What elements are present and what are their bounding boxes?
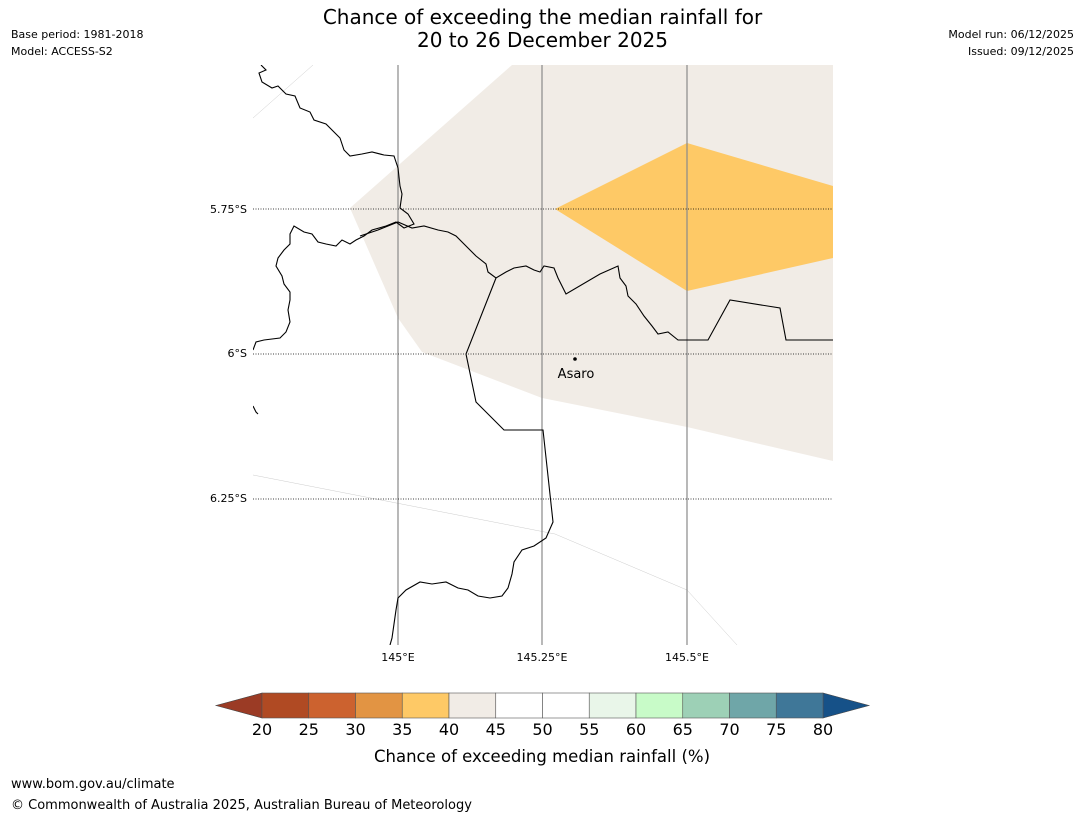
region-35-40 — [555, 143, 833, 291]
colorbar-tick-label: 20 — [252, 720, 272, 739]
model-run-text: Model run: 06/12/2025 — [948, 28, 1074, 41]
meta-right: Model run: 06/12/2025 Issued: 09/12/2025 — [948, 26, 1074, 60]
province-boundary-north — [253, 65, 415, 351]
colorbar-segment — [775, 692, 824, 719]
province-boundary-south — [389, 277, 554, 645]
colorbar-tick-label: 35 — [392, 720, 412, 739]
colorbar-tick-label: 60 — [626, 720, 646, 739]
colorbar-tick-label: 45 — [486, 720, 506, 739]
lat-label-6: 6°S — [228, 347, 247, 360]
model-text: Model: ACCESS-S2 — [11, 45, 113, 58]
colorbar-segment — [448, 692, 497, 719]
colorbar-tick-label: 40 — [439, 720, 459, 739]
colorbar-segment — [635, 692, 684, 719]
lon-label-145: 145°E — [381, 651, 414, 664]
footer-copyright: © Commonwealth of Australia 2025, Austra… — [11, 798, 472, 813]
colorbar-tick-label: 30 — [345, 720, 365, 739]
page-title: Chance of exceeding the median rainfall … — [0, 6, 1085, 52]
lat-label-6-25: 6.25°S — [210, 492, 247, 505]
map-area: Asaro — [253, 65, 833, 645]
colorbar-segment — [729, 692, 777, 719]
colorbar-tick-label: 50 — [532, 720, 552, 739]
footer: www.bom.gov.au/climate © Commonwealth of… — [11, 774, 472, 816]
colorbar-segment — [542, 692, 590, 719]
province-boundary-fragment — [253, 405, 259, 415]
colorbar-tick-label: 80 — [813, 720, 833, 739]
faint-boundary-line — [253, 474, 738, 645]
colorbar-tick-label: 25 — [299, 720, 319, 739]
colorbar-segment — [682, 692, 730, 719]
colorbar-segment — [401, 692, 450, 719]
meta-left: Base period: 1981-2018 Model: ACCESS-S2 — [11, 26, 143, 60]
colorbar-ticks: 20 25 30 35 40 45 50 55 60 65 70 75 80 — [252, 720, 833, 739]
colorbar-segment — [261, 692, 310, 719]
title-line-1: Chance of exceeding the median rainfall … — [322, 5, 763, 29]
colorbar-segment — [588, 692, 637, 719]
province-boundary-central — [359, 221, 833, 341]
colorbar-segment — [495, 692, 543, 719]
colorbar-tick-label: 70 — [719, 720, 739, 739]
asaro-label: Asaro — [558, 367, 595, 382]
colorbar-segment — [308, 692, 356, 719]
colorbar: 20 25 30 35 40 45 50 55 60 65 70 75 80 Chance of exc… — [214, 692, 871, 766]
asaro-marker — [573, 357, 577, 361]
lon-label-145-25: 145.25°E — [517, 651, 568, 664]
colorbar-tick-label: 55 — [579, 720, 599, 739]
issued-text: Issued: 09/12/2025 — [967, 45, 1074, 58]
colorbar-segment — [355, 692, 403, 719]
title-line-2: 20 to 26 December 2025 — [416, 28, 668, 52]
colorbar-label: Chance of exceeding median rainfall (%) — [374, 747, 710, 766]
colorbar-tick-label: 75 — [766, 720, 786, 739]
colorbar-segments — [261, 692, 824, 719]
lat-label-5-75: 5.75°S — [210, 203, 247, 216]
base-period-text: Base period: 1981-2018 — [11, 28, 144, 41]
colorbar-under-arrow — [214, 692, 263, 719]
colorbar-over-arrow — [822, 692, 871, 719]
footer-url: www.bom.gov.au/climate — [11, 777, 175, 792]
colorbar-tick-label: 65 — [673, 720, 693, 739]
lon-label-145-5: 145.5°E — [665, 651, 709, 664]
